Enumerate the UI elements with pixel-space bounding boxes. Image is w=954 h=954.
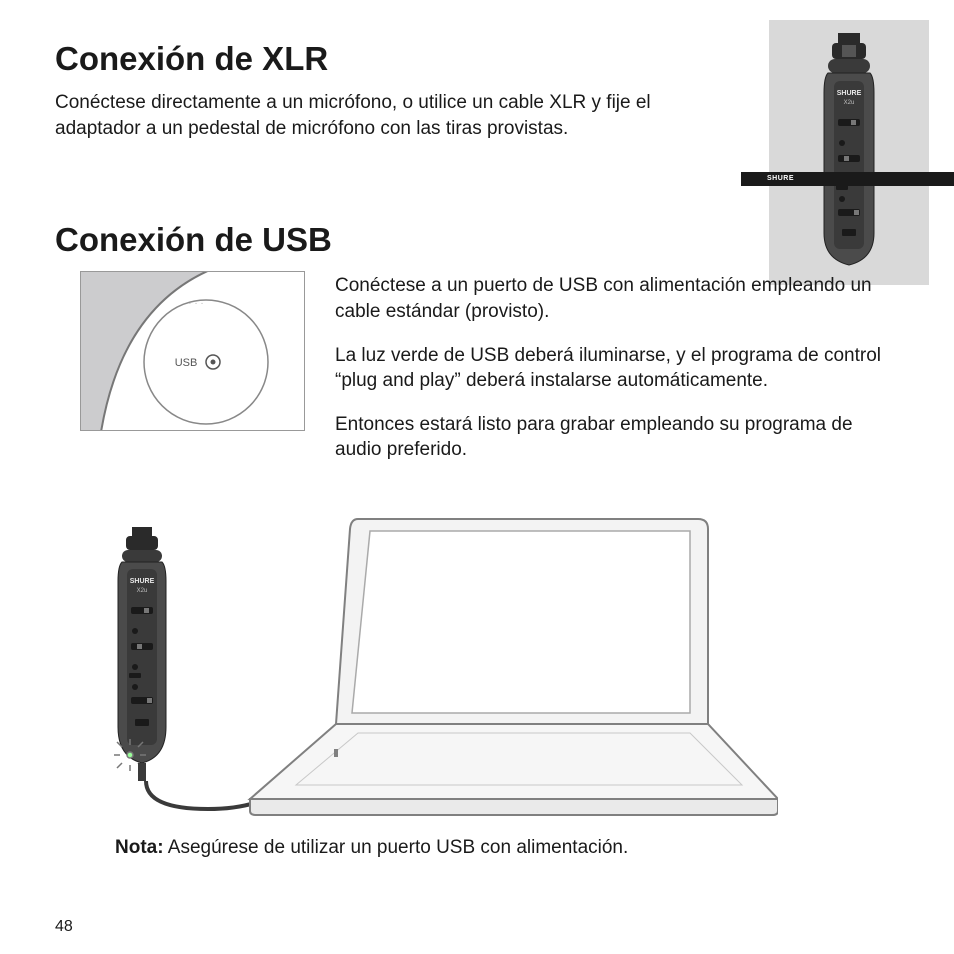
- svg-text:· · ·: · · ·: [188, 298, 204, 309]
- xlr-section: Conexión de XLR Conéctese directamente a…: [55, 40, 899, 141]
- usb-note-label: Nota:: [115, 837, 164, 858]
- usb-section: Conexión de USB USB · · · Conéctese a un…: [55, 221, 899, 859]
- usb-port-label: USB: [175, 357, 198, 369]
- xlr-body-text: Conéctese directamente a un micrófono, o…: [55, 90, 675, 141]
- mic-stand-bar: SHURE: [741, 172, 954, 186]
- usb-paragraph-2: La luz verde de USB deberá iluminarse, y…: [335, 343, 899, 394]
- usb-heading: Conexión de USB: [55, 221, 899, 259]
- usb-note: Nota: Asegúrese de utilizar un puerto US…: [115, 837, 899, 859]
- laptop-icon: [250, 519, 778, 815]
- svg-text:X2u: X2u: [137, 588, 148, 594]
- usb-paragraph-block: Conéctese a un puerto de USB con aliment…: [335, 271, 899, 481]
- usb-port-illustration: USB · · ·: [80, 271, 305, 431]
- usb-paragraph-1: Conéctese a un puerto de USB con aliment…: [335, 273, 899, 324]
- svg-text:SHURE: SHURE: [130, 578, 155, 585]
- laptop-connection-illustration: SHURE X2u: [58, 499, 899, 829]
- page-number: 48: [55, 918, 73, 936]
- usb-note-text: Asegúrese de utilizar un puerto USB con …: [164, 837, 629, 858]
- adapter-brand-text: SHURE: [837, 90, 862, 97]
- adapter-model-text: X2u: [844, 100, 855, 106]
- usb-paragraph-3: Entonces estará listo para grabar emplea…: [335, 412, 899, 463]
- shure-strap-label: SHURE: [767, 175, 794, 182]
- adapter-device-small-icon: SHURE X2u: [114, 527, 166, 781]
